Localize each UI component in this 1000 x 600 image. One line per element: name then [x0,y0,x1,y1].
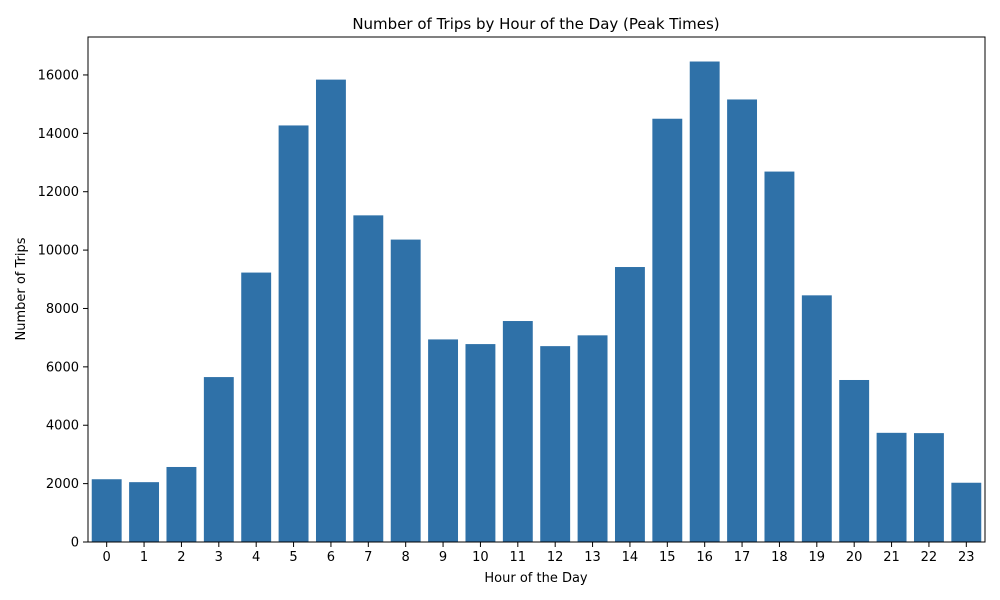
bar-hour-21 [876,432,907,542]
bar-hour-18 [764,171,795,542]
y-tick-label: 12000 [38,185,79,200]
bar-hour-12 [540,346,571,542]
x-tick-label: 17 [734,550,751,565]
y-tick-label: 4000 [46,419,79,434]
chart-title: Number of Trips by Hour of the Day (Peak… [352,15,719,33]
plot-border [87,36,986,543]
y-tick-label: 0 [71,536,79,551]
x-tick-label: 23 [958,550,975,565]
bar-hour-6 [315,79,346,542]
y-tick-label: 10000 [38,244,79,259]
bar-hour-2 [166,466,197,542]
bar-hour-3 [203,377,234,542]
bar-hour-16 [689,61,720,542]
x-tick-label: 4 [252,550,260,565]
bars-group [91,61,982,543]
bar-hour-1 [129,482,160,542]
y-tick-label: 16000 [38,68,79,83]
bar-hour-5 [278,125,309,543]
x-tick-label: 15 [659,550,676,565]
bar-hour-10 [465,344,496,542]
x-tick-label: 18 [771,550,788,565]
x-tick-label: 2 [177,550,185,565]
x-tick-label: 8 [402,550,410,565]
y-tick-label: 8000 [46,302,79,317]
bar-hour-0 [91,479,122,542]
x-tick-label: 10 [472,550,489,565]
y-tick-label: 6000 [46,360,79,375]
x-ticks-group: 0 1 2 3 4 5 6 7 8 9 10 11 12 13 14 15 16 17 18 19 20 21 22 23 [103,542,975,565]
x-tick-label: 16 [696,550,713,565]
x-tick-label: 22 [921,550,938,565]
x-tick-label: 3 [215,550,223,565]
bar-hour-17 [727,99,758,543]
bar-hour-13 [577,335,608,542]
x-tick-label: 0 [103,550,111,565]
x-tick-label: 5 [289,550,297,565]
x-tick-label: 9 [439,550,447,565]
x-tick-label: 6 [327,550,335,565]
y-tick-label: 14000 [38,127,79,142]
bar-hour-9 [428,339,459,542]
y-axis-label: Number of Trips [14,237,29,340]
bar-hour-14 [614,267,645,542]
bar-hour-20 [839,379,870,542]
x-tick-label: 1 [140,550,148,565]
y-tick-label: 2000 [46,477,79,492]
bar-hour-22 [913,433,944,542]
y-ticks-group: 0 2000 4000 6000 8000 10000 12000 14000 16000 [38,68,88,551]
bar-hour-11 [502,321,533,542]
bar-hour-8 [390,239,421,543]
x-tick-label: 21 [883,550,900,565]
x-tick-label: 19 [809,550,826,565]
x-tick-label: 13 [584,550,601,565]
plot-frame [87,36,986,543]
x-tick-label: 20 [846,550,863,565]
x-tick-label: 14 [622,550,639,565]
bar-hour-15 [652,118,683,542]
bar-hour-19 [801,295,832,542]
bar-hour-4 [241,272,272,542]
x-tick-label: 12 [547,550,564,565]
x-tick-label: 11 [510,550,527,565]
bar-hour-7 [353,215,384,543]
x-tick-label: 7 [364,550,372,565]
x-axis-label: Hour of the Day [484,571,588,586]
bar-hour-23 [951,482,982,542]
